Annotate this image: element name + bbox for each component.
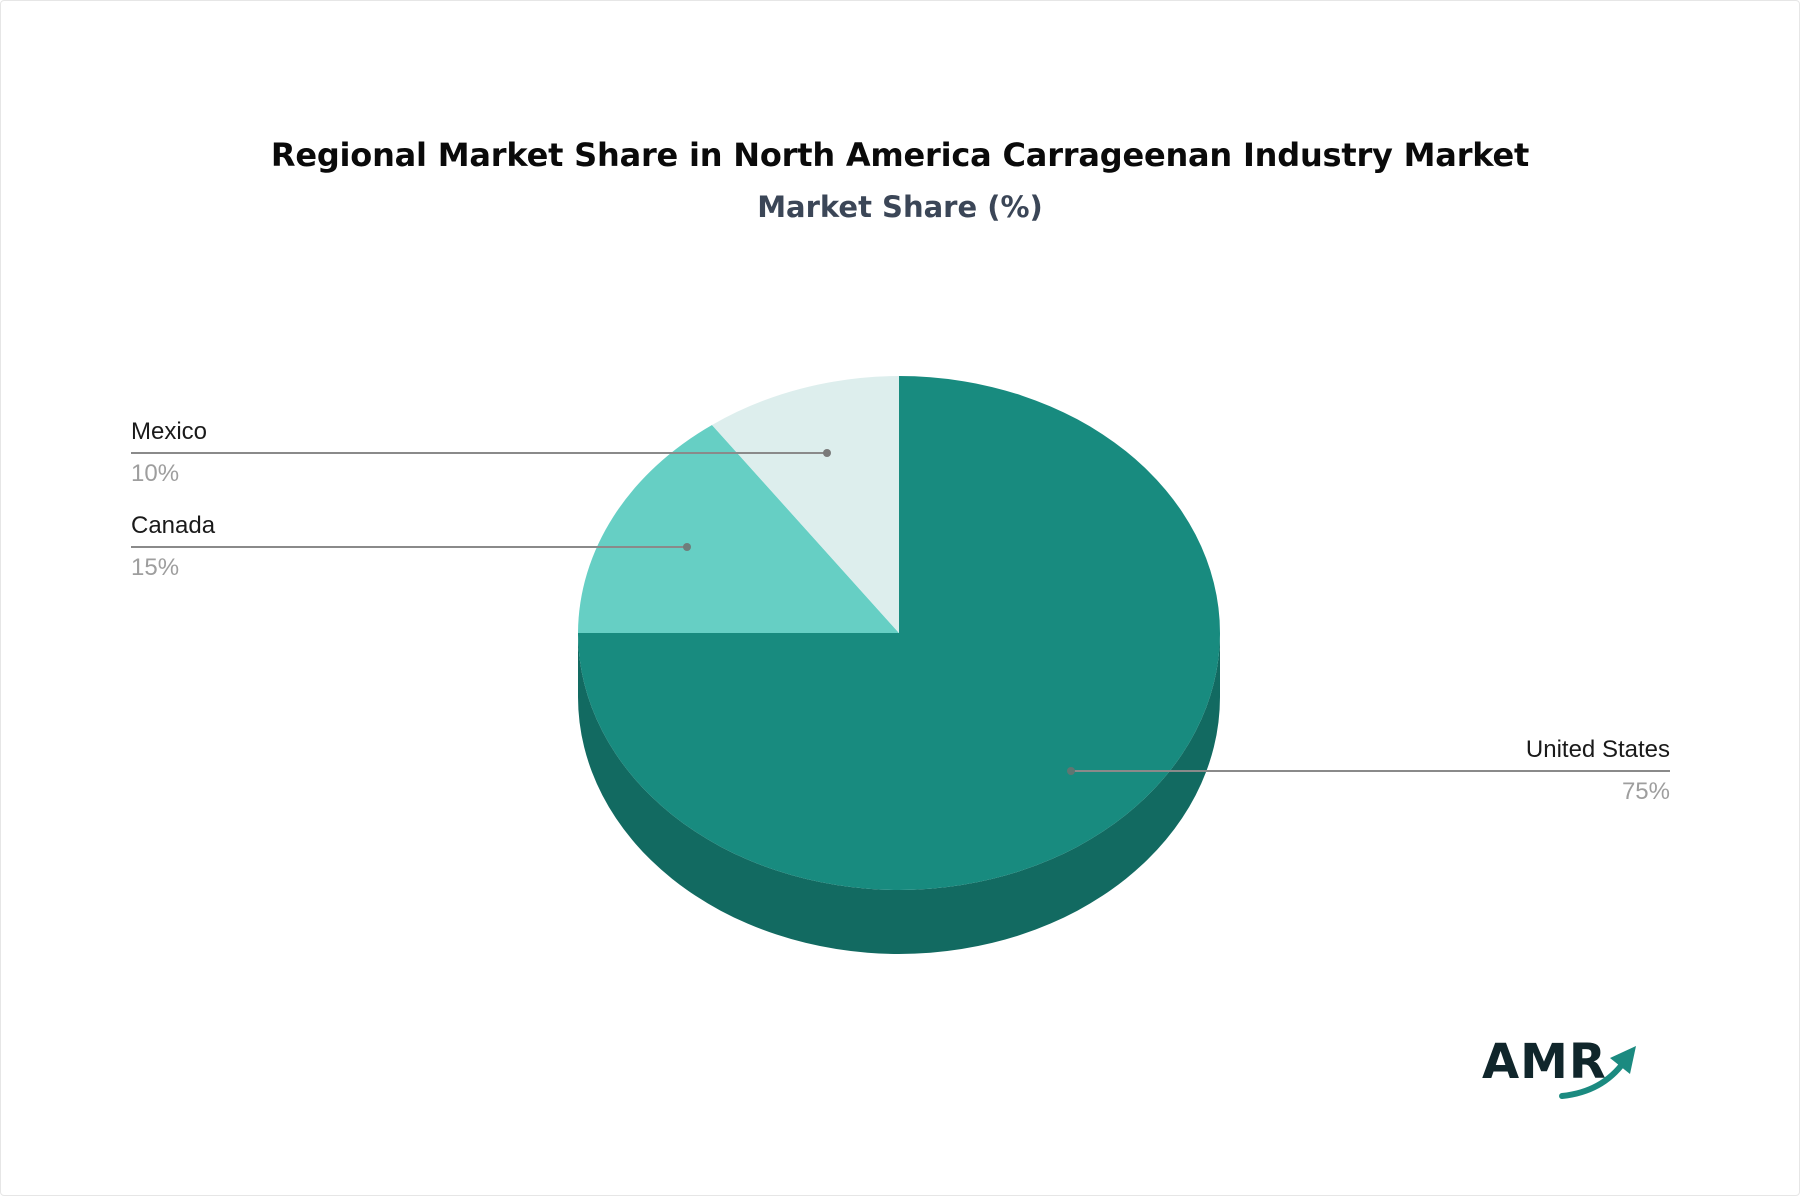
trend-arrow-icon [1559, 1046, 1636, 1099]
leader-line-mexico [131, 449, 831, 457]
pie-slice-mexico[interactable] [712, 376, 899, 633]
label-mexico-name: Mexico [131, 418, 208, 445]
label-canada-value: 15% [131, 554, 180, 581]
pie-side-united-states [578, 633, 1220, 954]
amr-logo: AMR [1474, 1036, 1654, 1106]
label-united-states-name: United States [1525, 736, 1670, 763]
label-mexico-value: 10% [131, 460, 180, 487]
chart-title: Regional Market Share in North America C… [270, 136, 1530, 174]
label-united-states-value: 75% [1621, 778, 1670, 805]
pie-slice-canada[interactable] [578, 425, 899, 633]
leader-line-canada [131, 543, 691, 551]
logo-text: AMR [1482, 1034, 1607, 1090]
label-canada-name: Canada [131, 512, 216, 539]
chart-subtitle: Market Share (%) [757, 190, 1043, 224]
leader-line-united-states [1067, 767, 1670, 775]
